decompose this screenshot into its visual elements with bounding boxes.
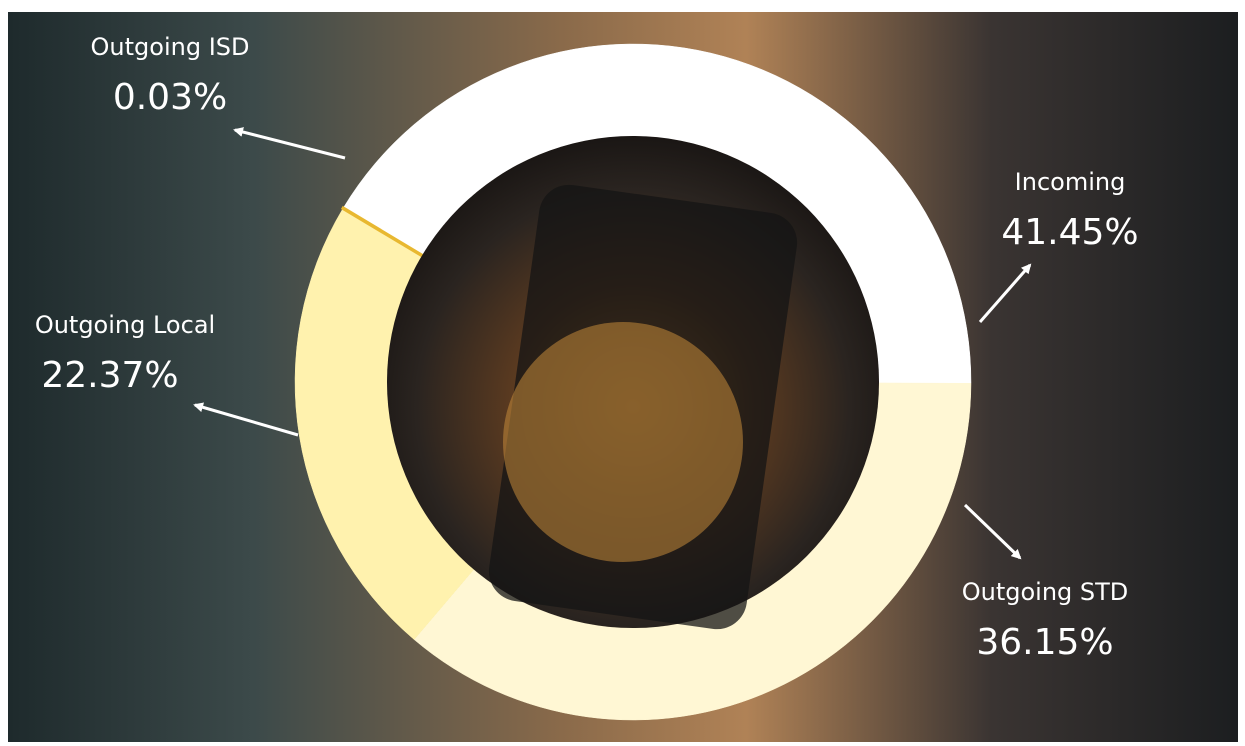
value-label: 22.37% bbox=[41, 355, 178, 396]
category-label: Outgoing Local bbox=[35, 311, 215, 339]
arrow bbox=[233, 127, 346, 160]
value-label: 0.03% bbox=[113, 77, 227, 118]
category-label: Outgoing ISD bbox=[91, 33, 250, 61]
arrow bbox=[193, 402, 299, 437]
category-label: Outgoing STD bbox=[962, 578, 1129, 606]
value-label: 41.45% bbox=[1001, 212, 1138, 253]
arrow bbox=[978, 263, 1032, 323]
labels: Incoming 41.45% Outgoing STD 36.15% Outgoing… bbox=[35, 33, 1139, 663]
category-label: Incoming bbox=[1015, 168, 1126, 196]
globe bbox=[503, 322, 743, 562]
value-label: 36.15% bbox=[976, 622, 1113, 663]
chart: Incoming 41.45% Outgoing STD 36.15% Outgoing… bbox=[8, 12, 1238, 742]
arrow bbox=[963, 503, 1022, 560]
slide: Incoming 41.45% Outgoing STD 36.15% Outgoing… bbox=[8, 12, 1238, 742]
